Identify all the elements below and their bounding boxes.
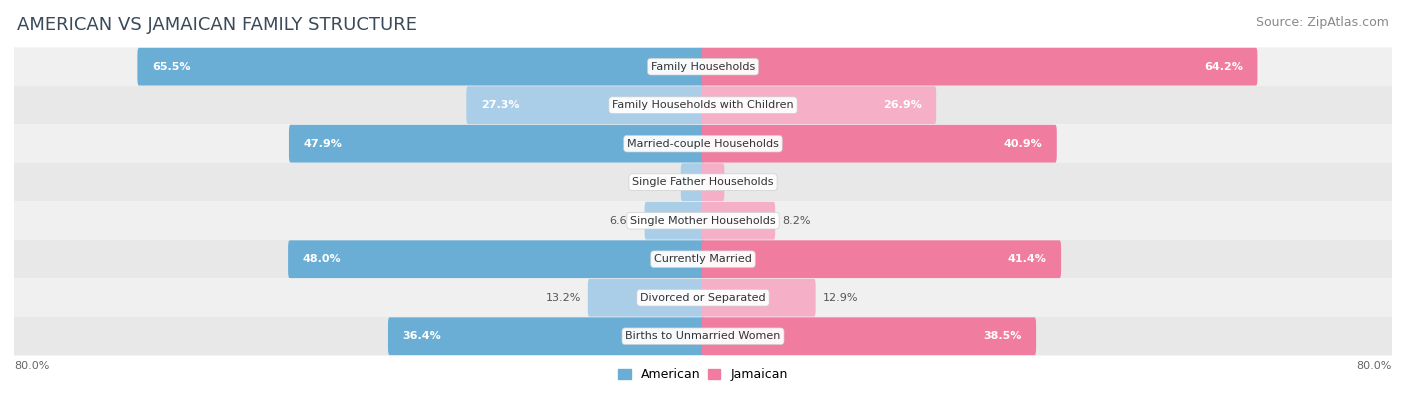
Legend: American, Jamaican: American, Jamaican	[613, 363, 793, 386]
FancyBboxPatch shape	[702, 202, 775, 240]
Text: 41.4%: 41.4%	[1008, 254, 1046, 264]
FancyBboxPatch shape	[702, 279, 815, 317]
Text: 26.9%: 26.9%	[883, 100, 922, 110]
Text: 36.4%: 36.4%	[402, 331, 441, 341]
FancyBboxPatch shape	[681, 163, 704, 201]
Text: Single Father Households: Single Father Households	[633, 177, 773, 187]
FancyBboxPatch shape	[138, 48, 704, 86]
Text: 48.0%: 48.0%	[302, 254, 342, 264]
FancyBboxPatch shape	[388, 317, 704, 355]
Text: 13.2%: 13.2%	[546, 293, 581, 303]
Text: Divorced or Separated: Divorced or Separated	[640, 293, 766, 303]
FancyBboxPatch shape	[0, 47, 1406, 86]
Text: 38.5%: 38.5%	[983, 331, 1022, 341]
Text: 6.6%: 6.6%	[609, 216, 637, 226]
FancyBboxPatch shape	[0, 124, 1406, 163]
Text: AMERICAN VS JAMAICAN FAMILY STRUCTURE: AMERICAN VS JAMAICAN FAMILY STRUCTURE	[17, 16, 416, 34]
Text: Married-couple Households: Married-couple Households	[627, 139, 779, 149]
Text: Family Households: Family Households	[651, 62, 755, 71]
Text: 65.5%: 65.5%	[152, 62, 190, 71]
FancyBboxPatch shape	[702, 317, 1036, 355]
Text: Currently Married: Currently Married	[654, 254, 752, 264]
FancyBboxPatch shape	[702, 86, 936, 124]
Text: 27.3%: 27.3%	[481, 100, 519, 110]
Text: 2.3%: 2.3%	[731, 177, 759, 187]
FancyBboxPatch shape	[0, 278, 1406, 317]
FancyBboxPatch shape	[288, 240, 704, 278]
FancyBboxPatch shape	[702, 240, 1062, 278]
Text: 47.9%: 47.9%	[304, 139, 342, 149]
FancyBboxPatch shape	[588, 279, 704, 317]
FancyBboxPatch shape	[0, 86, 1406, 124]
FancyBboxPatch shape	[0, 317, 1406, 356]
FancyBboxPatch shape	[0, 201, 1406, 240]
Text: Family Households with Children: Family Households with Children	[612, 100, 794, 110]
FancyBboxPatch shape	[0, 163, 1406, 201]
FancyBboxPatch shape	[644, 202, 704, 240]
Text: 2.4%: 2.4%	[645, 177, 673, 187]
Text: 12.9%: 12.9%	[823, 293, 858, 303]
FancyBboxPatch shape	[290, 125, 704, 163]
FancyBboxPatch shape	[702, 48, 1257, 86]
Text: 80.0%: 80.0%	[14, 361, 49, 371]
Text: Single Mother Households: Single Mother Households	[630, 216, 776, 226]
FancyBboxPatch shape	[702, 163, 724, 201]
Text: 8.2%: 8.2%	[782, 216, 811, 226]
Text: 40.9%: 40.9%	[1004, 139, 1042, 149]
FancyBboxPatch shape	[702, 125, 1057, 163]
FancyBboxPatch shape	[467, 86, 704, 124]
Text: 80.0%: 80.0%	[1357, 361, 1392, 371]
Text: Source: ZipAtlas.com: Source: ZipAtlas.com	[1256, 16, 1389, 29]
FancyBboxPatch shape	[0, 240, 1406, 278]
Text: Births to Unmarried Women: Births to Unmarried Women	[626, 331, 780, 341]
Text: 64.2%: 64.2%	[1204, 62, 1243, 71]
